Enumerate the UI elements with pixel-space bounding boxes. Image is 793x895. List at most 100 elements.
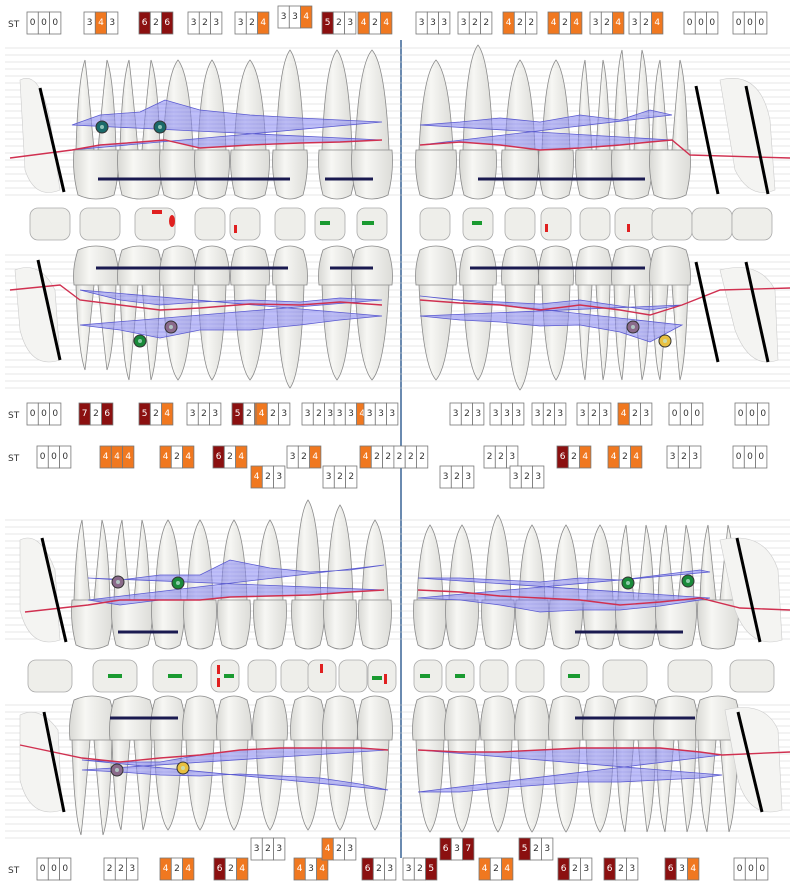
tooth[interactable] bbox=[444, 695, 480, 833]
tooth[interactable] bbox=[183, 519, 217, 650]
tooth[interactable] bbox=[653, 695, 699, 833]
tooth[interactable] bbox=[358, 519, 392, 650]
measure-cell[interactable] bbox=[580, 857, 593, 881]
measure-cell[interactable] bbox=[209, 402, 222, 426]
measure-cell[interactable] bbox=[612, 11, 625, 35]
measure-cell[interactable] bbox=[344, 11, 357, 35]
occlusal-tooth[interactable] bbox=[479, 659, 509, 693]
measure-cell[interactable] bbox=[579, 445, 592, 469]
measure-cell[interactable] bbox=[480, 11, 493, 35]
tooth[interactable] bbox=[459, 245, 497, 381]
measure-cell[interactable] bbox=[235, 445, 248, 469]
measure-cell[interactable] bbox=[59, 857, 72, 881]
tooth[interactable] bbox=[415, 59, 457, 200]
measure-cell[interactable] bbox=[525, 11, 538, 35]
measure-cell[interactable] bbox=[257, 11, 270, 35]
tooth[interactable] bbox=[357, 695, 393, 831]
measure-cell[interactable] bbox=[416, 445, 429, 469]
measure-cell[interactable] bbox=[462, 465, 475, 489]
measure-cell[interactable] bbox=[161, 402, 174, 426]
measure-cell[interactable] bbox=[689, 445, 702, 469]
occlusal-tooth[interactable] bbox=[338, 659, 368, 693]
tooth[interactable] bbox=[413, 524, 447, 650]
measure-cell[interactable] bbox=[210, 11, 223, 35]
tooth[interactable] bbox=[412, 695, 448, 833]
tooth[interactable] bbox=[548, 695, 584, 833]
occlusal-tooth[interactable] bbox=[280, 659, 310, 693]
measure-cell[interactable] bbox=[161, 11, 174, 35]
measure-cell[interactable] bbox=[532, 465, 545, 489]
measure-cell[interactable] bbox=[344, 837, 357, 861]
occlusal-tooth[interactable] bbox=[729, 659, 775, 693]
occlusal-tooth[interactable] bbox=[247, 659, 277, 693]
occlusal-tooth[interactable] bbox=[419, 207, 451, 241]
measure-cell[interactable] bbox=[651, 11, 664, 35]
tooth[interactable] bbox=[323, 504, 357, 650]
measure-cell[interactable] bbox=[106, 11, 119, 35]
occlusal-tooth[interactable] bbox=[691, 207, 733, 241]
measure-cell[interactable] bbox=[345, 465, 358, 489]
measure-cell[interactable] bbox=[49, 402, 62, 426]
tooth[interactable] bbox=[445, 524, 479, 650]
occlusal-tooth[interactable] bbox=[602, 659, 648, 693]
measure-cell[interactable] bbox=[630, 445, 643, 469]
measure-cell[interactable] bbox=[380, 11, 393, 35]
occlusal-tooth[interactable] bbox=[27, 659, 73, 693]
tooth[interactable] bbox=[415, 245, 457, 381]
measure-cell[interactable] bbox=[512, 402, 525, 426]
occlusal-tooth[interactable] bbox=[667, 659, 713, 693]
measure-cell[interactable] bbox=[472, 402, 485, 426]
tooth[interactable] bbox=[253, 519, 287, 650]
measure-cell[interactable] bbox=[309, 445, 322, 469]
measure-cell[interactable] bbox=[59, 445, 72, 469]
measure-cell[interactable] bbox=[425, 857, 438, 881]
measure-cell[interactable] bbox=[182, 445, 195, 469]
measure-cell[interactable] bbox=[386, 402, 399, 426]
measure-cell[interactable] bbox=[706, 11, 719, 35]
measure-cell[interactable] bbox=[756, 857, 769, 881]
occlusal-tooth[interactable] bbox=[579, 207, 611, 241]
measure-cell[interactable] bbox=[541, 837, 554, 861]
occlusal-tooth[interactable] bbox=[307, 659, 337, 693]
occlusal-tooth[interactable] bbox=[229, 207, 261, 241]
tooth[interactable] bbox=[480, 695, 516, 833]
tooth[interactable] bbox=[216, 695, 252, 831]
measure-cell[interactable] bbox=[49, 11, 62, 35]
measure-cell[interactable] bbox=[236, 857, 249, 881]
measure-cell[interactable] bbox=[599, 402, 612, 426]
measure-cell[interactable] bbox=[570, 11, 583, 35]
measure-cell[interactable] bbox=[101, 402, 114, 426]
